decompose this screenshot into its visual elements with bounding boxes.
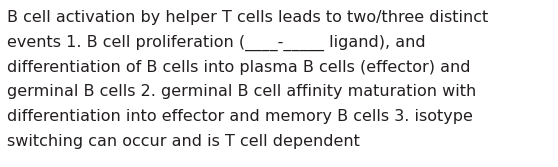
Text: differentiation into effector and memory B cells 3. isotype: differentiation into effector and memory… <box>7 109 473 124</box>
Text: events 1. B cell proliferation (____-_____ ligand), and: events 1. B cell proliferation (____-___… <box>7 35 426 51</box>
Text: switching can occur and is T cell dependent: switching can occur and is T cell depend… <box>7 134 360 149</box>
Text: differentiation of B cells into plasma B cells (effector) and: differentiation of B cells into plasma B… <box>7 60 470 75</box>
Text: B cell activation by helper T cells leads to two/three distinct: B cell activation by helper T cells lead… <box>7 10 488 25</box>
Text: germinal B cells 2. germinal B cell affinity maturation with: germinal B cells 2. germinal B cell affi… <box>7 84 476 99</box>
